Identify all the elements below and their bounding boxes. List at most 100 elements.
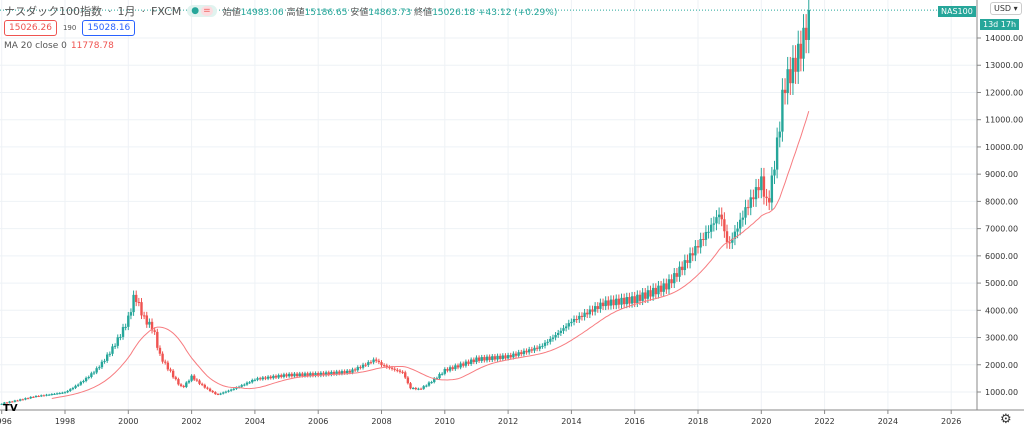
candle-body	[274, 375, 278, 378]
candle-body	[768, 198, 771, 203]
candle-body	[253, 379, 257, 381]
x-tick-label: 2008	[371, 417, 391, 426]
candle-body	[258, 378, 262, 380]
y-tick-label: 6000.00	[985, 252, 1018, 261]
candle-body	[567, 323, 570, 327]
candle-body	[557, 332, 560, 335]
candle-body	[480, 357, 483, 361]
candle-body	[346, 370, 349, 374]
candle-body	[559, 330, 563, 333]
tradingview-logo[interactable]: TV	[3, 403, 18, 414]
candle-body	[203, 384, 206, 388]
candle-body	[42, 395, 46, 397]
candle-body	[200, 383, 204, 385]
candle-body	[29, 396, 32, 399]
candle-body	[185, 382, 188, 387]
currency-select[interactable]: USD ▾	[990, 2, 1022, 15]
candle-body	[211, 391, 214, 393]
y-tick-label: 13000.00	[985, 61, 1023, 70]
low-label: 安値	[350, 7, 369, 18]
candle-body	[615, 298, 618, 306]
candle-body	[509, 355, 512, 358]
candle-body	[190, 375, 193, 381]
candle-body	[739, 219, 742, 229]
ma-indicator-legend[interactable]: MA 20 close 0 11778.78	[4, 41, 114, 51]
open-label: 始値	[222, 7, 241, 18]
candle-body	[18, 399, 22, 401]
y-tick-label: 10000.00	[985, 143, 1023, 152]
candle-body	[760, 176, 763, 191]
status-dot-icon: ●	[191, 6, 200, 16]
candle-body	[287, 373, 291, 377]
buy-button[interactable]: 15028.16	[82, 20, 136, 36]
candle-body	[245, 382, 249, 385]
candle-body	[76, 384, 80, 386]
candle-body	[127, 315, 130, 327]
candle-body	[195, 379, 199, 381]
candle-body	[673, 273, 676, 284]
settings-gear-icon[interactable]: ⚙	[1000, 412, 1012, 427]
high-label: 高値	[286, 7, 305, 18]
candle-body	[704, 231, 708, 240]
sell-button[interactable]: 15026.26	[4, 20, 57, 36]
candle-body	[375, 359, 378, 361]
candle-body	[232, 388, 235, 390]
candle-body	[528, 349, 531, 353]
candle-body	[248, 382, 251, 384]
candle-body	[269, 376, 272, 379]
candle-body	[451, 367, 454, 370]
candle-body	[554, 334, 557, 338]
candle-body	[340, 371, 344, 374]
candle-body	[293, 373, 296, 377]
candle-body	[646, 290, 650, 299]
candle-body	[390, 367, 394, 369]
candle-body	[116, 337, 119, 346]
candle-body	[32, 396, 35, 398]
candle-body	[535, 347, 539, 349]
candle-body	[541, 345, 544, 347]
x-tick-label: 2010	[435, 417, 455, 426]
open-value: 14983.06	[240, 7, 284, 18]
candle-body	[440, 373, 444, 375]
candle-body	[353, 369, 357, 371]
candle-body	[630, 296, 634, 304]
candle-body	[791, 57, 795, 84]
candle-body	[580, 315, 584, 317]
candle-body	[335, 371, 338, 375]
candle-body	[488, 356, 491, 360]
candle-body	[322, 372, 325, 376]
candle-body	[377, 360, 381, 363]
candle-body	[79, 382, 83, 385]
candle-body	[0, 403, 3, 405]
candle-body	[472, 359, 476, 363]
x-tick-label: 2022	[814, 417, 834, 426]
candle-body	[514, 353, 518, 356]
candle-body	[422, 386, 425, 389]
candle-body	[24, 398, 27, 400]
candle-body	[633, 296, 636, 303]
candle-body	[604, 300, 607, 307]
x-tick-label: 2000	[118, 417, 138, 426]
candle-body	[119, 336, 122, 338]
candle-body	[762, 176, 766, 197]
candle-body	[256, 378, 259, 380]
x-tick-label: 2018	[688, 417, 708, 426]
symbol-title[interactable]: ナスダック100指数	[4, 5, 102, 18]
separator: ·	[141, 4, 146, 18]
candle-body	[227, 390, 230, 392]
candle-body	[691, 253, 694, 256]
candle-body	[688, 253, 692, 263]
candle-body	[401, 371, 404, 373]
candle-body	[21, 399, 24, 401]
market-status-badge[interactable]: ● =	[187, 5, 217, 17]
close-value: 15026.18	[432, 7, 476, 18]
candle-body	[485, 356, 489, 361]
candle-body	[295, 373, 299, 377]
candle-body	[757, 187, 760, 191]
candle-body	[799, 43, 803, 59]
candle-body	[741, 217, 745, 220]
candle-body	[243, 384, 246, 386]
interval-label[interactable]: 1月	[117, 5, 136, 18]
candle-body	[317, 373, 320, 376]
